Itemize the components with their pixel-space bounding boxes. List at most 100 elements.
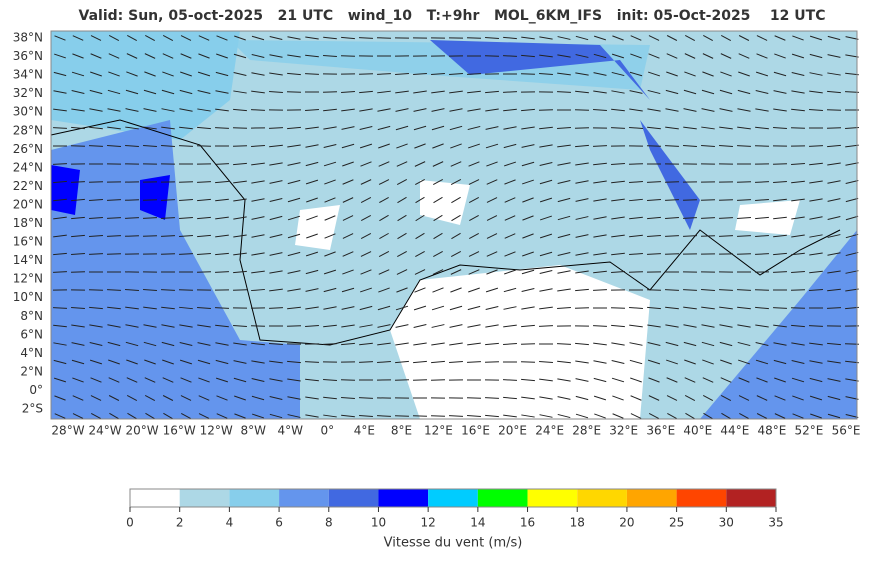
longitude-label: 4°W bbox=[278, 424, 304, 438]
wind-arrow bbox=[467, 398, 481, 399]
colorbar-bin bbox=[627, 489, 677, 507]
longitude-label: 40°E bbox=[683, 424, 712, 438]
wind-arrow bbox=[503, 380, 517, 381]
longitude-label: 12°E bbox=[424, 424, 453, 438]
wind-arrow bbox=[647, 182, 661, 183]
wind-arrow bbox=[629, 272, 643, 273]
longitude-label: 24°E bbox=[535, 424, 564, 438]
wind-arrow bbox=[791, 128, 805, 129]
wind-arrow bbox=[251, 326, 265, 327]
low-wind-area bbox=[390, 265, 650, 419]
colorbar-tick-label: 4 bbox=[226, 516, 234, 530]
wind-arrow bbox=[233, 290, 247, 291]
longitude-label: 4°E bbox=[354, 424, 375, 438]
wind-arrow bbox=[143, 200, 157, 201]
wind-arrow bbox=[323, 344, 337, 345]
wind-arrow bbox=[755, 146, 769, 147]
wind-arrow bbox=[215, 308, 229, 309]
wind-arrow bbox=[287, 92, 301, 93]
wind-arrow bbox=[737, 290, 751, 291]
colorbar-tick-label: 6 bbox=[275, 516, 283, 530]
longitude-label: 32°E bbox=[609, 424, 638, 438]
wind-field bbox=[51, 31, 859, 419]
wind-arrow bbox=[611, 128, 625, 129]
latitude-label: 10°N bbox=[13, 290, 43, 304]
colorbar-bin bbox=[428, 489, 478, 507]
colorbar-bin bbox=[130, 489, 180, 507]
latitude-label: 4°N bbox=[20, 346, 43, 360]
wind-arrow bbox=[431, 416, 445, 417]
latitude-label: 18°N bbox=[13, 216, 43, 230]
wind-arrow bbox=[737, 254, 751, 255]
colorbar-tick-label: 0 bbox=[126, 516, 134, 530]
longitude-label: 52°E bbox=[795, 424, 824, 438]
wind-arrow bbox=[107, 200, 121, 201]
longitude-label: 24°W bbox=[88, 424, 121, 438]
colorbar-tick-label: 18 bbox=[570, 516, 585, 530]
latitude-label: 34°N bbox=[13, 68, 43, 82]
wind-arrow bbox=[359, 74, 373, 75]
colorbar-tick-label: 12 bbox=[421, 516, 436, 530]
wind-arrow bbox=[53, 164, 67, 165]
wind-arrow bbox=[161, 200, 175, 201]
wind-arrow bbox=[539, 110, 553, 111]
wind-arrow bbox=[467, 38, 481, 39]
colorbar-bin bbox=[677, 489, 727, 507]
colorbar-bin bbox=[726, 489, 776, 507]
wind-arrow bbox=[143, 236, 157, 237]
latitude-label: 16°N bbox=[13, 235, 43, 249]
wind-arrow bbox=[557, 344, 571, 345]
longitude-label: 16°E bbox=[461, 424, 490, 438]
colorbar-tick-label: 8 bbox=[325, 516, 333, 530]
longitude-label: 28°E bbox=[572, 424, 601, 438]
wind-arrow bbox=[449, 416, 463, 417]
latitude-label: 22°N bbox=[13, 179, 43, 193]
wind-arrow bbox=[827, 308, 841, 309]
colorbar-bin bbox=[229, 489, 279, 507]
wind-arrow bbox=[341, 56, 355, 57]
longitude-label: 28°W bbox=[51, 424, 84, 438]
latitude-label: 36°N bbox=[13, 49, 43, 63]
latitude-label: 2°S bbox=[22, 402, 43, 416]
latitude-label: 32°N bbox=[13, 86, 43, 100]
colorbar-label: Vitesse du vent (m/s) bbox=[384, 536, 523, 551]
wind-arrow bbox=[665, 254, 679, 255]
colorbar-bin bbox=[279, 489, 329, 507]
latitude-label: 2°N bbox=[20, 364, 43, 378]
longitude-label: 12°W bbox=[200, 424, 233, 438]
colorbar-tick-label: 25 bbox=[669, 516, 684, 530]
latitude-label: 6°N bbox=[20, 327, 43, 341]
wind-arrow bbox=[701, 236, 715, 237]
wind-arrow bbox=[719, 200, 733, 201]
colorbar-tick-label: 30 bbox=[719, 516, 734, 530]
wind-arrow bbox=[773, 272, 787, 273]
colorbar-bin bbox=[528, 489, 578, 507]
colorbar-bin bbox=[478, 489, 528, 507]
wind-arrow bbox=[701, 218, 715, 219]
wind-arrow bbox=[89, 290, 103, 291]
wind-arrow bbox=[125, 236, 139, 237]
latitude-label: 8°N bbox=[20, 309, 43, 323]
wind-arrow bbox=[395, 416, 409, 417]
wind-arrow bbox=[647, 146, 661, 147]
wind-arrow bbox=[683, 236, 697, 237]
wind-arrow bbox=[413, 416, 427, 417]
wind-arrow bbox=[575, 110, 589, 111]
wind-arrow bbox=[179, 182, 193, 183]
latitude-label: 20°N bbox=[13, 197, 43, 211]
wind-arrow bbox=[719, 236, 733, 237]
colorbar-tick-label: 20 bbox=[619, 516, 634, 530]
latitude-label: 24°N bbox=[13, 160, 43, 174]
wind-arrow bbox=[143, 218, 157, 219]
longitude-label: 44°E bbox=[720, 424, 749, 438]
wind-arrow bbox=[359, 362, 373, 363]
longitude-label: 56°E bbox=[832, 424, 861, 438]
colorbar-bin bbox=[577, 489, 627, 507]
wind-arrow bbox=[179, 254, 193, 255]
wind-arrow bbox=[53, 308, 67, 309]
colorbar-bin bbox=[180, 489, 230, 507]
wind-arrow bbox=[359, 398, 373, 399]
wind-arrow bbox=[269, 128, 283, 129]
colorbar-bin bbox=[378, 489, 428, 507]
